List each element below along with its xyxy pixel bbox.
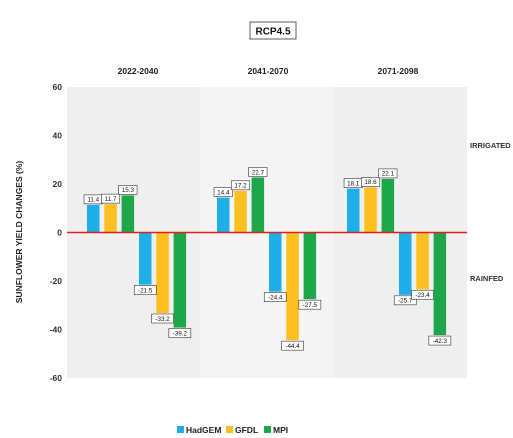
bar-irrigated-mpi bbox=[121, 195, 135, 233]
data-label: -24.4 bbox=[263, 292, 287, 302]
data-label: 15.3 bbox=[118, 185, 138, 195]
bars-layer bbox=[87, 177, 447, 341]
y-axis-title: SUNFLOWER YIELD CHANGES (%) bbox=[14, 161, 24, 304]
data-label: -23.4 bbox=[411, 289, 434, 300]
legend-swatch-gfdl bbox=[226, 426, 233, 433]
bar-irrigated-mpi bbox=[251, 177, 265, 233]
svg-text:18.6: 18.6 bbox=[364, 179, 377, 186]
bar-rainfed-mpi bbox=[433, 232, 447, 336]
legend-label-hadgem: HadGEM bbox=[186, 425, 221, 435]
bar-irrigated-hadgem bbox=[217, 197, 230, 233]
y-tick-label: 40 bbox=[53, 131, 63, 141]
data-label: -21.5 bbox=[133, 285, 157, 295]
period-label-3: 2071-2098 bbox=[378, 66, 419, 76]
bar-rainfed-hadgem bbox=[269, 232, 282, 292]
svg-text:-24.4: -24.4 bbox=[268, 294, 283, 301]
svg-text:-33.2: -33.2 bbox=[155, 316, 170, 323]
svg-text:14.4: 14.4 bbox=[217, 189, 230, 196]
bar-irrigated-gfdl bbox=[234, 190, 247, 233]
y-tick-label: -60 bbox=[50, 373, 63, 383]
legend-swatch-hadgem bbox=[177, 426, 184, 433]
data-label: 14.4 bbox=[213, 187, 233, 197]
data-label: -25.7 bbox=[393, 295, 417, 306]
bar-rainfed-gfdl bbox=[156, 232, 169, 314]
rainfed-label: RAINFED bbox=[470, 274, 504, 283]
chart-title: RCP4.5 bbox=[255, 27, 290, 38]
legend-swatch-mpi bbox=[264, 426, 271, 433]
data-label: -33.2 bbox=[151, 313, 174, 324]
bar-irrigated-gfdl bbox=[104, 204, 117, 233]
legend-label-gfdl: GFDL bbox=[235, 425, 258, 435]
irrigated-label: IRRIGATED bbox=[470, 141, 511, 150]
title-box: RCP4.5 bbox=[249, 21, 297, 40]
data-label: 11.7 bbox=[101, 193, 121, 204]
period-label-1: 2022-2040 bbox=[118, 66, 159, 76]
y-axis: -60 -40 -20 0 20 40 60 bbox=[50, 82, 63, 383]
svg-text:17.2: 17.2 bbox=[234, 183, 247, 190]
data-label: 11.4 bbox=[83, 194, 103, 205]
y-tick-label: 0 bbox=[57, 228, 62, 238]
period-label-2: 2041-2070 bbox=[248, 66, 289, 76]
bar-irrigated-hadgem bbox=[87, 204, 100, 233]
svg-text:-27.5: -27.5 bbox=[303, 302, 318, 309]
svg-text:22.7: 22.7 bbox=[252, 169, 265, 176]
bar-rainfed-gfdl bbox=[416, 232, 429, 290]
data-label: 17.2 bbox=[231, 180, 251, 191]
svg-text:-44.4: -44.4 bbox=[285, 343, 300, 350]
data-label: -44.4 bbox=[281, 340, 304, 351]
svg-text:11.4: 11.4 bbox=[87, 197, 99, 204]
svg-text:11.7: 11.7 bbox=[105, 196, 117, 203]
svg-text:-42.3: -42.3 bbox=[433, 338, 448, 345]
legend-label-mpi: MPI bbox=[273, 425, 288, 435]
bar-irrigated-gfdl bbox=[364, 187, 377, 233]
svg-text:15.3: 15.3 bbox=[122, 187, 135, 194]
bar-irrigated-hadgem bbox=[347, 188, 360, 233]
y-tick-label: 20 bbox=[53, 179, 63, 189]
data-label: -27.5 bbox=[298, 299, 322, 310]
data-label: 18.6 bbox=[361, 177, 381, 187]
legend: HadGEM GFDL MPI bbox=[177, 425, 288, 435]
bar-rainfed-gfdl bbox=[286, 232, 299, 341]
bar-rainfed-mpi bbox=[173, 232, 187, 328]
y-tick-label: -20 bbox=[50, 276, 63, 286]
data-label: 22.1 bbox=[378, 168, 398, 179]
svg-text:-25.7: -25.7 bbox=[398, 298, 413, 305]
bar-rainfed-hadgem bbox=[139, 232, 152, 285]
bar-rainfed-hadgem bbox=[399, 232, 412, 295]
y-tick-label: -40 bbox=[50, 325, 63, 335]
svg-text:-21.5: -21.5 bbox=[138, 287, 153, 294]
svg-text:-39.2: -39.2 bbox=[173, 330, 188, 337]
bar-irrigated-mpi bbox=[381, 178, 395, 233]
data-label: 18.1 bbox=[343, 178, 363, 188]
data-labels-layer: 11.4 11.7 15.3 14.4 17.2 22.7 18.1 18.6 22.1 -21.… bbox=[83, 167, 452, 351]
y-tick-label: 60 bbox=[53, 82, 63, 92]
data-label: 22.7 bbox=[248, 167, 268, 177]
bar-rainfed-mpi bbox=[303, 232, 317, 300]
data-label: -42.3 bbox=[428, 335, 452, 346]
data-label: -39.2 bbox=[168, 328, 192, 338]
svg-text:18.1: 18.1 bbox=[347, 180, 360, 187]
svg-text:22.1: 22.1 bbox=[382, 171, 395, 178]
svg-text:-23.4: -23.4 bbox=[415, 292, 430, 299]
